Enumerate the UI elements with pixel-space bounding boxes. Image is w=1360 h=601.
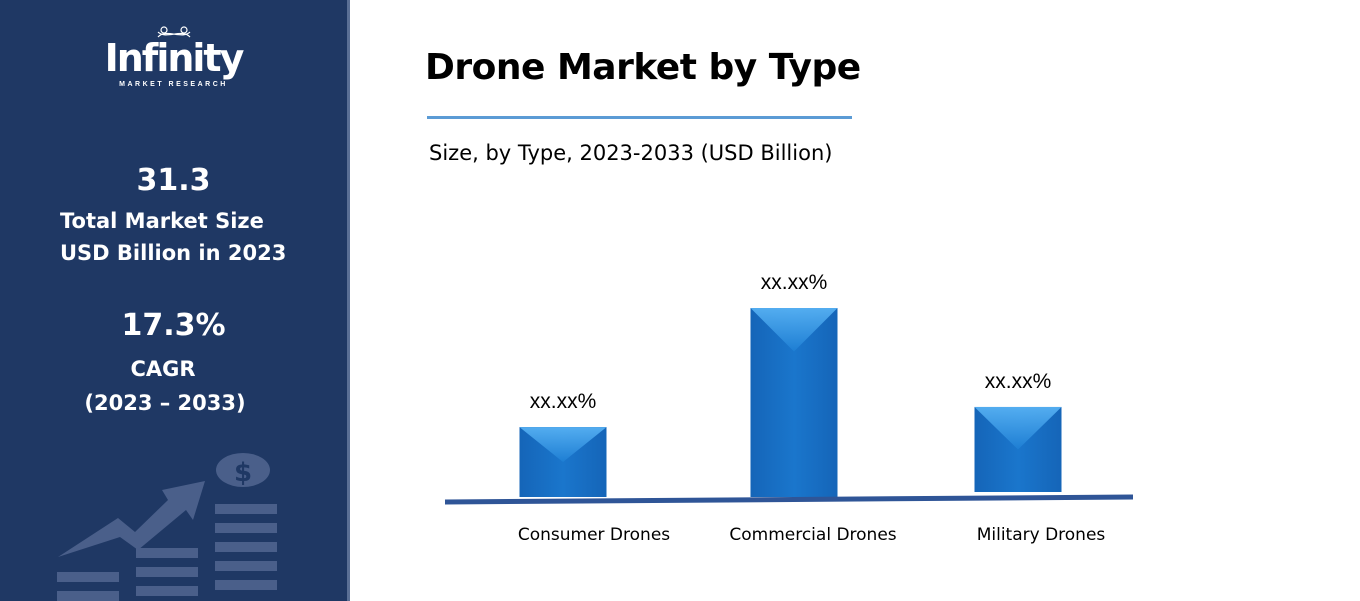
chart-title: Drone Market by Type — [425, 47, 861, 88]
title-divider — [427, 116, 852, 119]
sidebar: Infinity MARKET RESEARCH 31.3 Total Mark… — [0, 0, 350, 601]
market-size-year: USD Billion in 2023 — [60, 241, 287, 265]
market-size-label: Total Market Size — [60, 209, 264, 233]
dollar-symbol-icon: $ — [234, 458, 252, 488]
logo-tagline: MARKET RESEARCH — [119, 81, 228, 88]
cagr-period: (2023 – 2033) — [84, 391, 246, 415]
money-growth-chart-icon: $ — [57, 453, 277, 601]
cagr-label: CAGR — [130, 357, 196, 381]
x-axis-line — [444, 494, 1134, 505]
category-label: Consumer Drones — [518, 525, 670, 545]
logo: Infinity MARKET RESEARCH — [0, 26, 347, 89]
chart-subtitle: Size, by Type, 2023-2033 (USD Billion) — [429, 141, 833, 165]
bar-3 — [974, 406, 1062, 492]
category-label: Military Drones — [977, 525, 1106, 545]
bar-1 — [519, 427, 607, 497]
market-size-value: 31.3 — [136, 163, 211, 198]
data-label: xx.xx% — [761, 271, 828, 294]
infinity-logo-icon — [157, 26, 190, 38]
data-label: xx.xx% — [530, 390, 597, 413]
bar-bevel — [519, 427, 607, 463]
category-label: Commercial Drones — [729, 525, 896, 545]
bar-2 — [750, 308, 838, 497]
data-label: xx.xx% — [985, 370, 1052, 393]
cagr-value: 17.3% — [121, 308, 226, 343]
logo-name: Infinity — [104, 36, 245, 80]
bar-bevel — [750, 308, 838, 352]
bar-bevel — [974, 406, 1062, 450]
